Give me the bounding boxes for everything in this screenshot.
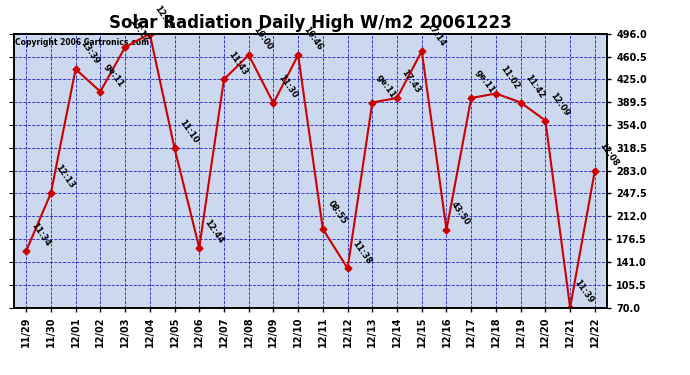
Text: 13:39: 13:39 (79, 39, 101, 66)
Text: 10:46: 10:46 (301, 25, 324, 52)
Text: 11:42: 11:42 (524, 72, 546, 100)
Text: 11:43: 11:43 (227, 50, 250, 76)
Text: ge:11: ge:11 (474, 68, 497, 95)
Text: ge:11: ge:11 (103, 62, 126, 89)
Text: 11:30: 11:30 (276, 74, 299, 100)
Text: 10:00: 10:00 (251, 25, 274, 52)
Text: 08:55: 08:55 (326, 200, 348, 226)
Text: 12:13: 12:13 (54, 163, 77, 190)
Text: 12:44: 12:44 (202, 218, 225, 245)
Text: Copyright 2006 Cartronics.com: Copyright 2006 Cartronics.com (15, 38, 149, 47)
Text: 12:08: 12:08 (598, 141, 620, 168)
Text: 11:34: 11:34 (29, 221, 52, 248)
Text: 12:19: 12:19 (152, 4, 175, 31)
Text: 15:17: 15:17 (128, 17, 150, 45)
Text: 43:50: 43:50 (449, 200, 472, 227)
Text: 11:02: 11:02 (499, 64, 522, 91)
Text: 17:14: 17:14 (424, 21, 447, 48)
Text: 11:38: 11:38 (351, 238, 373, 266)
Text: 11:39: 11:39 (573, 278, 595, 305)
Text: ge:11: ge:11 (375, 72, 398, 100)
Text: 12:09: 12:09 (548, 91, 571, 118)
Title: Solar Radiation Daily High W/m2 20061223: Solar Radiation Daily High W/m2 20061223 (109, 14, 512, 32)
Text: 17:43: 17:43 (400, 68, 422, 95)
Text: 11:10: 11:10 (177, 118, 200, 146)
